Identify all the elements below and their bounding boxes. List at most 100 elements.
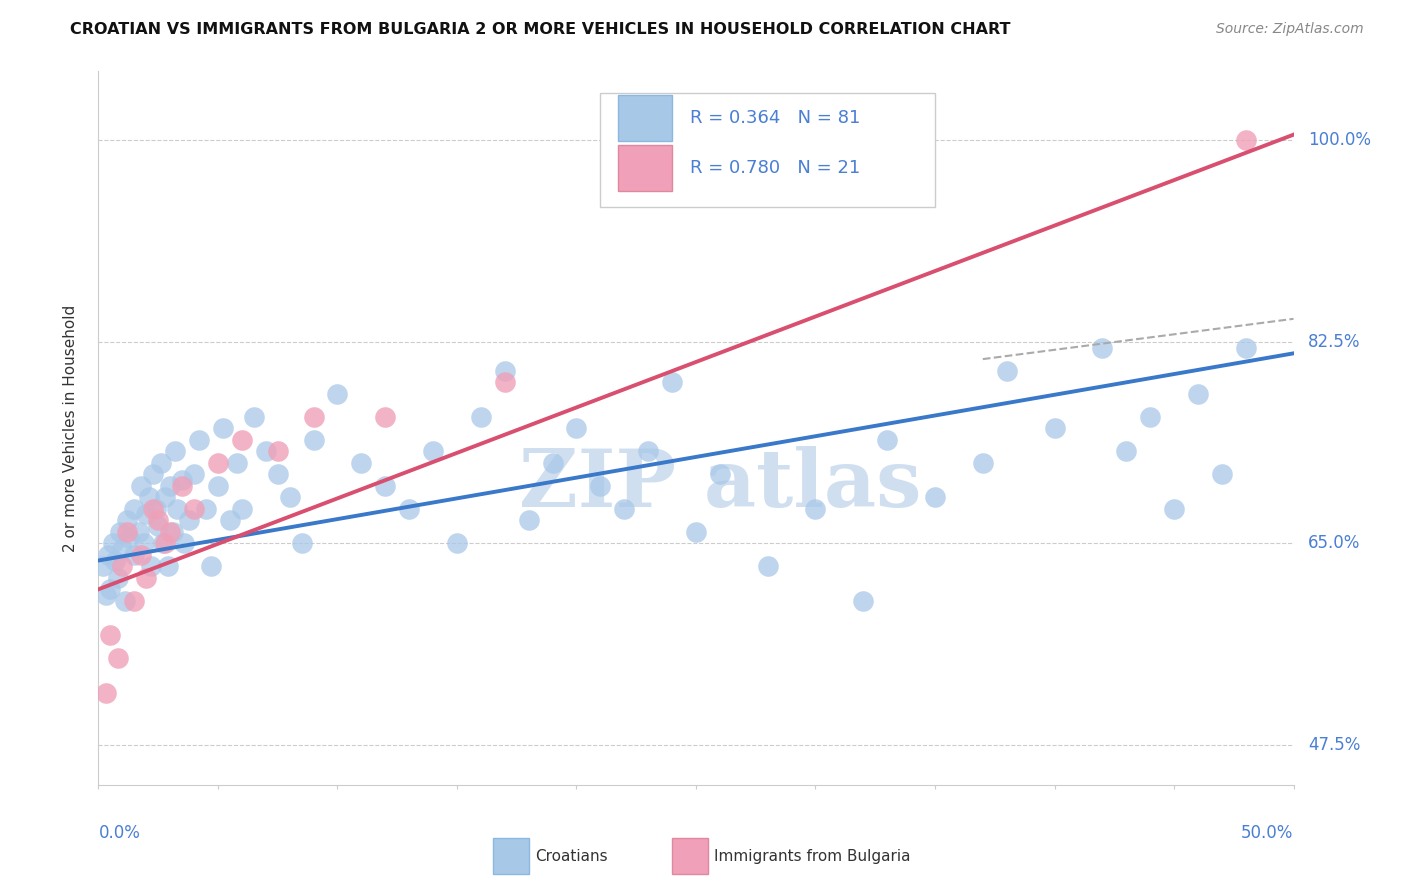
- Point: [179, 513, 201, 527]
- Point: [128, 524, 150, 539]
- Text: Immigrants from Bulgaria: Immigrants from Bulgaria: [714, 849, 911, 863]
- Point: [470, 409, 492, 424]
- Point: [685, 524, 707, 539]
- Point: [876, 433, 898, 447]
- Point: [124, 501, 146, 516]
- Point: [972, 456, 994, 470]
- Point: [207, 456, 229, 470]
- Y-axis label: 2 or more Vehicles in Household: 2 or more Vehicles in Household: [63, 304, 77, 552]
- Point: [278, 490, 301, 504]
- Point: [254, 444, 277, 458]
- Point: [172, 479, 194, 493]
- Point: [995, 363, 1018, 377]
- Point: [1163, 501, 1185, 516]
- Point: [226, 456, 249, 470]
- Point: [200, 559, 222, 574]
- Point: [138, 490, 160, 504]
- Point: [1115, 444, 1137, 458]
- Point: [1043, 421, 1066, 435]
- Point: [131, 479, 153, 493]
- Point: [541, 456, 564, 470]
- Point: [107, 651, 129, 665]
- Point: [155, 490, 177, 504]
- Point: [115, 524, 138, 539]
- Point: [302, 409, 325, 424]
- Bar: [494, 838, 529, 874]
- Text: 0.0%: 0.0%: [98, 824, 141, 842]
- Point: [135, 508, 157, 522]
- Point: [446, 536, 468, 550]
- Text: 100.0%: 100.0%: [1308, 131, 1371, 150]
- Point: [97, 548, 120, 562]
- Point: [114, 594, 136, 608]
- Point: [142, 467, 165, 482]
- Text: 82.5%: 82.5%: [1308, 333, 1361, 351]
- Text: ZIP atlas: ZIP atlas: [519, 446, 921, 524]
- Point: [159, 479, 181, 493]
- Point: [302, 433, 325, 447]
- Point: [98, 628, 122, 642]
- Point: [195, 501, 218, 516]
- Point: [350, 456, 373, 470]
- FancyBboxPatch shape: [600, 93, 935, 207]
- Point: [183, 467, 205, 482]
- Point: [422, 444, 444, 458]
- Point: [111, 559, 134, 574]
- Text: 47.5%: 47.5%: [1308, 736, 1360, 754]
- Point: [94, 686, 117, 700]
- Point: [94, 588, 117, 602]
- Point: [132, 536, 155, 550]
- Bar: [619, 145, 672, 191]
- Point: [101, 536, 124, 550]
- Point: [231, 433, 253, 447]
- Text: 50.0%: 50.0%: [1241, 824, 1294, 842]
- Point: [494, 363, 516, 377]
- Point: [187, 433, 209, 447]
- Point: [267, 467, 290, 482]
- Point: [291, 536, 314, 550]
- Point: [152, 536, 174, 550]
- Point: [124, 548, 146, 562]
- Text: R = 0.364   N = 81: R = 0.364 N = 81: [690, 109, 860, 127]
- Point: [162, 524, 184, 539]
- Point: [183, 501, 205, 516]
- Point: [107, 571, 129, 585]
- Point: [91, 559, 114, 574]
- Point: [709, 467, 731, 482]
- Point: [115, 513, 138, 527]
- Text: R = 0.780   N = 21: R = 0.780 N = 21: [690, 159, 860, 177]
- Point: [139, 559, 162, 574]
- Point: [804, 501, 827, 516]
- Point: [589, 479, 612, 493]
- Point: [159, 524, 181, 539]
- Point: [924, 490, 946, 504]
- Point: [1139, 409, 1161, 424]
- Point: [108, 524, 131, 539]
- Point: [207, 479, 229, 493]
- Point: [172, 473, 194, 487]
- Point: [118, 531, 141, 545]
- Point: [1234, 341, 1257, 355]
- Point: [211, 421, 233, 435]
- Point: [131, 548, 153, 562]
- Bar: [672, 838, 709, 874]
- Point: [661, 375, 683, 389]
- Point: [756, 559, 779, 574]
- Point: [135, 571, 157, 585]
- Text: Source: ZipAtlas.com: Source: ZipAtlas.com: [1216, 22, 1364, 37]
- Point: [613, 501, 636, 516]
- Point: [156, 559, 179, 574]
- Text: Croatians: Croatians: [534, 849, 607, 863]
- Point: [1187, 386, 1209, 401]
- Point: [163, 444, 186, 458]
- Point: [374, 479, 396, 493]
- Point: [565, 421, 588, 435]
- Point: [142, 501, 165, 516]
- Point: [166, 501, 188, 516]
- Point: [231, 501, 253, 516]
- Text: CROATIAN VS IMMIGRANTS FROM BULGARIA 2 OR MORE VEHICLES IN HOUSEHOLD CORRELATION: CROATIAN VS IMMIGRANTS FROM BULGARIA 2 O…: [70, 22, 1011, 37]
- Point: [1234, 133, 1257, 147]
- Point: [155, 536, 177, 550]
- Point: [111, 541, 134, 556]
- Point: [98, 582, 122, 597]
